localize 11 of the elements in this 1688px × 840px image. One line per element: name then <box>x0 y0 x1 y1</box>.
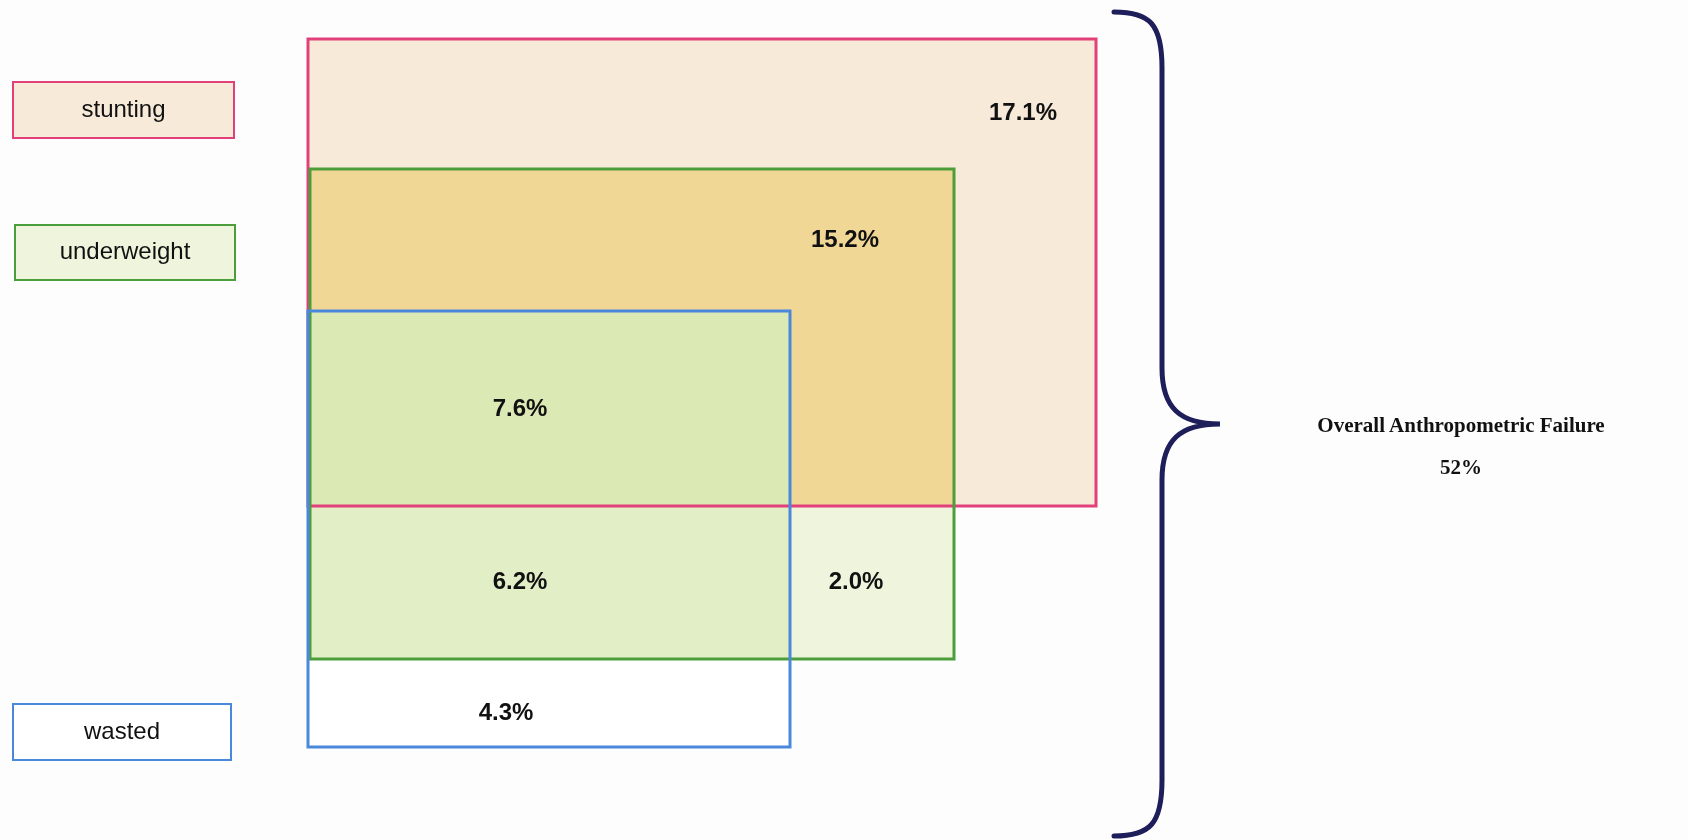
data-label: 15.2% <box>810 224 880 252</box>
text: wasted <box>82 716 161 744</box>
data-label: 17.1% <box>988 97 1058 125</box>
data-label: 6.2% <box>492 566 548 594</box>
data-label: 2.0% <box>828 566 884 594</box>
text: 52% <box>1440 455 1482 480</box>
data-label: 4.3% <box>478 697 534 725</box>
text: Overall Anthropometric Failure <box>1317 413 1605 438</box>
text: stunting <box>81 94 166 122</box>
data-label: 7.6% <box>492 393 548 421</box>
text: underweight <box>59 237 191 265</box>
